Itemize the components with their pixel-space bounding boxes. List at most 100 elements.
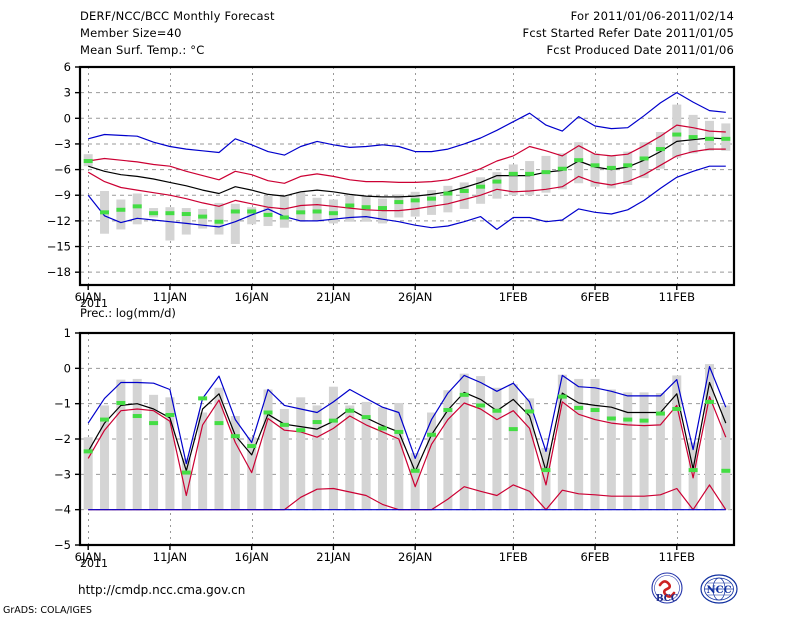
ensemble-range-bar [165,207,175,241]
x-tick-label: 11JAN [153,550,187,564]
x-tick-label: 21JAN [316,290,350,304]
variable-label: Mean Surf. Temp.: °C [80,43,205,57]
ensemble-range-bar [247,207,257,225]
temp-chart-year-label: 2011 [80,297,108,310]
ensemble-range-bar [247,437,257,510]
x-tick-label: 6FEB [580,290,609,304]
axis-frame [78,65,736,287]
temp-panel: 6 3 0 −3 −6 −9 −12 −15 −18 6JAN 11JAN 16JAN 21JAN 26J… [47,60,736,304]
ensemble-range-bar [574,378,584,510]
ensemble-range-bar [688,114,698,154]
series-line-q25 [87,148,726,212]
x-tick-label: 11JAN [153,290,187,304]
y-tick-label: 6 [64,60,71,74]
ensemble-range-bar [394,194,404,218]
x-tick-label: 6JAN [75,550,102,564]
y-tick-label: 0 [64,111,71,125]
ensemble-range-bar [459,182,469,209]
ensemble-range-bar [721,405,731,510]
y-tick-label: 1 [64,326,71,340]
y-tick-label: −18 [47,265,71,279]
ensemble-range-bar [525,161,535,196]
ensemble-range-bar [198,208,208,229]
ensemble-range-bar [443,185,453,213]
ensemble-range-bar [263,196,273,227]
ensemble-range-bar [672,104,682,158]
ensemble-range-bar [590,153,600,187]
y-tick-label: −3 [54,467,71,481]
ensemble-range-bar [230,416,240,510]
series-line-min [87,165,726,230]
ensemble-range-bar [557,374,567,510]
ensemble-range-bar [230,203,240,244]
ensemble-range-bar [394,402,404,510]
ensemble-range-bar [574,142,584,184]
x-tick-label: 16JAN [235,290,269,304]
prec-chart-year-label: 2011 [80,557,108,570]
ensemble-range-bar [214,387,224,510]
y-tick-label: −15 [47,240,71,254]
prec-panel: 1 0 −1 −2 −3 −4 −5 6JAN 11JAN 16JAN 21JAN 26JAN 1FEB… [54,326,736,564]
y-tick-label: −12 [47,214,71,228]
series-line-q75 [87,396,727,497]
y-tick-label: 0 [64,361,71,375]
y-tick-label: −9 [54,188,71,202]
y-tick-label: −5 [54,538,71,552]
ensemble-range-bar [672,375,682,510]
ensemble-range-bar [655,393,665,510]
x-tick-label: 6JAN [75,290,102,304]
ensemble-range-bar [328,386,338,510]
x-tick-label: 6FEB [580,550,609,564]
ensemble-range-bar [541,447,551,510]
y-tick-label: −2 [54,432,71,446]
ensemble-range-bar [345,405,355,510]
forecast-range-label: For 2011/01/06-2011/02/14 [570,9,734,23]
ensemble-range-bar [508,164,518,196]
ensemble-range-bar [296,397,306,510]
ensemble-range-bar [525,398,535,510]
ensemble-range-bar [116,379,126,510]
svg-text:NCC: NCC [706,585,731,596]
ensemble-range-bar [279,408,289,510]
ensemble-range-bar [476,177,486,204]
ensemble-range-bar [704,120,714,151]
source-url[interactable]: http://cmdp.ncc.cma.gov.cn [78,583,246,597]
ensemble-range-bar [279,196,289,228]
forecast-produced-label: Fcst Produced Date 2011/01/06 [546,43,734,57]
series-line-mean [88,137,726,198]
ensemble-range-bar [427,412,437,510]
ensemble-range-bar [623,151,633,185]
ensemble-range-bar [312,197,322,221]
x-tick-label: 26JAN [398,550,432,564]
ensemble-range-bar [459,373,469,510]
ensemble-range-bar [557,153,567,190]
x-tick-label: 11FEB [659,290,696,304]
ensemble-range-bar [606,389,616,510]
bcc-logo: BCC [645,568,689,612]
ensemble-range-bar [704,364,714,510]
ensemble-range-bar [214,202,224,235]
ensemble-range-bar [606,155,616,189]
series-line-q75 [88,124,726,184]
y-tick-label: −6 [54,163,71,177]
x-tick-label: 16JAN [235,550,269,564]
ensemble-range-bar [492,172,502,199]
ensemble-range-bar [541,155,551,193]
ensemble-range-bar [100,405,110,510]
ensemble-range-bar [83,437,93,510]
x-tick-label: 26JAN [398,290,432,304]
member-size-label: Member Size=40 [80,26,182,40]
x-tick-label: 1FEB [499,550,528,564]
prec-chart-title: Prec.: log(mm/d) [80,306,176,320]
series-line-max [87,366,727,465]
ensemble-range-bar [639,392,649,510]
grads-credit: GrADS: COLA/IGES [3,605,92,616]
x-tick-label: 1FEB [499,290,528,304]
ensemble-range-bar [492,387,502,510]
ensemble-range-bar [132,378,142,510]
y-tick-label: 3 [64,86,71,100]
ensemble-range-bar [377,407,387,510]
y-tick-label: −1 [54,397,71,411]
ensemble-range-bar [181,458,191,510]
